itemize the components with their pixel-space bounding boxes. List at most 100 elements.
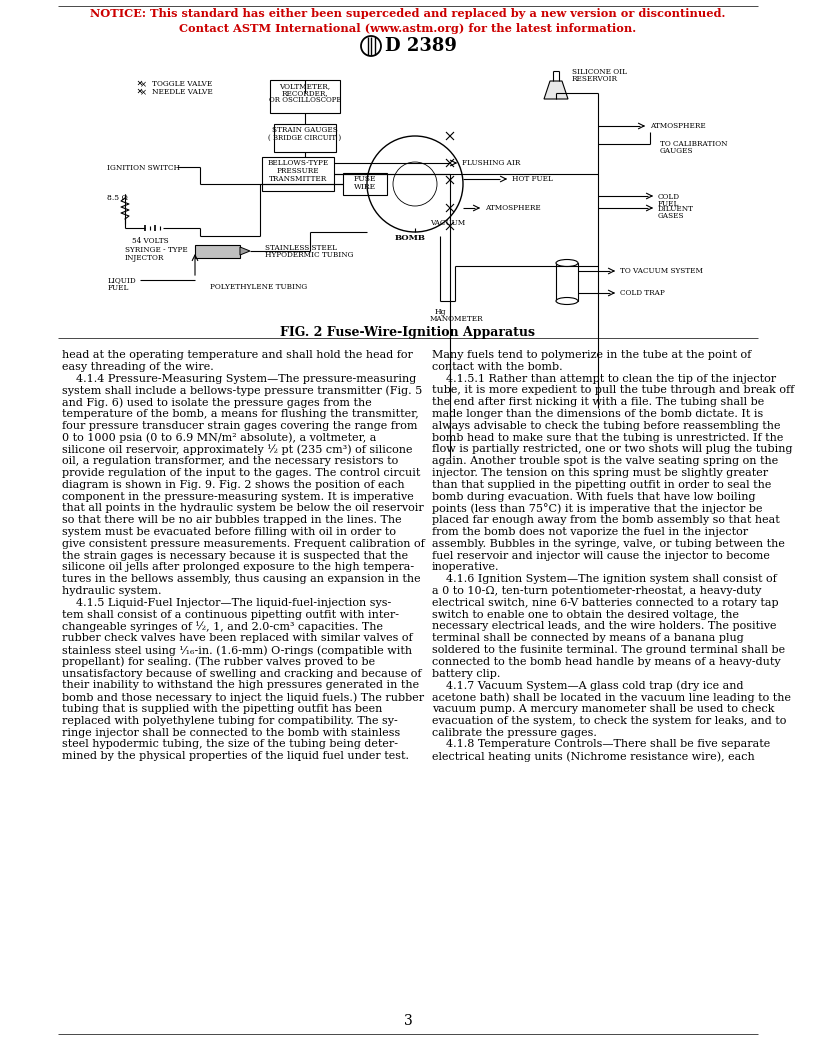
- Text: than that supplied in the pipetting outfit in order to seal the: than that supplied in the pipetting outf…: [432, 479, 771, 490]
- Text: steel hypodermic tubing, the size of the tubing being deter-: steel hypodermic tubing, the size of the…: [62, 739, 398, 750]
- Ellipse shape: [556, 298, 578, 304]
- Text: soldered to the fusinite terminal. The ground terminal shall be: soldered to the fusinite terminal. The g…: [432, 645, 785, 655]
- Text: INJECTOR: INJECTOR: [125, 254, 164, 262]
- Text: acetone bath) shall be located in the vacuum line leading to the: acetone bath) shall be located in the va…: [432, 692, 791, 702]
- Text: connected to the bomb head handle by means of a heavy-duty: connected to the bomb head handle by mea…: [432, 657, 781, 666]
- Text: 54 VOLTS: 54 VOLTS: [131, 237, 168, 245]
- Text: inoperative.: inoperative.: [432, 563, 499, 572]
- Text: OR OSCILLOSCOPE: OR OSCILLOSCOPE: [268, 96, 341, 103]
- Text: FUEL: FUEL: [108, 284, 130, 293]
- Text: 4.1.8 Temperature Controls—There shall be five separate: 4.1.8 Temperature Controls—There shall b…: [432, 739, 770, 750]
- Text: ×: ×: [140, 80, 147, 89]
- Text: DILUENT: DILUENT: [658, 205, 694, 213]
- Text: mined by the physical properties of the liquid fuel under test.: mined by the physical properties of the …: [62, 751, 409, 761]
- Bar: [556, 263, 578, 301]
- Text: PRESSURE: PRESSURE: [277, 167, 319, 175]
- Text: FLUSHING AIR: FLUSHING AIR: [462, 159, 521, 167]
- Text: rubber check valves have been replaced with similar valves of: rubber check valves have been replaced w…: [62, 634, 413, 643]
- Text: terminal shall be connected by means of a banana plug: terminal shall be connected by means of …: [432, 634, 743, 643]
- Text: NEEDLE VALVE: NEEDLE VALVE: [152, 88, 213, 96]
- Text: evacuation of the system, to check the system for leaks, and to: evacuation of the system, to check the s…: [432, 716, 787, 725]
- Text: propellant) for sealing. (The rubber valves proved to be: propellant) for sealing. (The rubber val…: [62, 657, 375, 667]
- Text: HYPODERMIC TUBING: HYPODERMIC TUBING: [265, 251, 353, 259]
- Text: ( BRIDGE CIRCUIT ): ( BRIDGE CIRCUIT ): [268, 134, 342, 142]
- Text: tem shall consist of a continuous pipetting outfit with inter-: tem shall consist of a continuous pipett…: [62, 609, 399, 620]
- Text: their inability to withstand the high pressures generated in the: their inability to withstand the high pr…: [62, 680, 419, 691]
- Text: TRANSMITTER: TRANSMITTER: [269, 175, 327, 183]
- Text: tubing that is supplied with the pipetting outfit has been: tubing that is supplied with the pipetti…: [62, 704, 383, 714]
- Text: STRAIN GAUGES: STRAIN GAUGES: [272, 126, 338, 134]
- Ellipse shape: [556, 260, 578, 266]
- Text: Contact ASTM International (www.astm.org) for the latest information.: Contact ASTM International (www.astm.org…: [180, 23, 636, 34]
- Text: POLYETHYLENE TUBING: POLYETHYLENE TUBING: [210, 283, 308, 291]
- Text: give consistent pressure measurements. Frequent calibration of: give consistent pressure measurements. F…: [62, 539, 425, 549]
- Text: Many fuels tend to polymerize in the tube at the point of: Many fuels tend to polymerize in the tub…: [432, 350, 752, 360]
- Text: VOLTMETER,: VOLTMETER,: [280, 82, 330, 90]
- Text: bomb head to make sure that the tubing is unrestricted. If the: bomb head to make sure that the tubing i…: [432, 433, 783, 442]
- Text: contact with the bomb.: contact with the bomb.: [432, 362, 562, 372]
- Text: made longer than the dimensions of the bomb dictate. It is: made longer than the dimensions of the b…: [432, 409, 763, 419]
- Text: always advisable to check the tubing before reassembling the: always advisable to check the tubing bef…: [432, 420, 780, 431]
- Text: D 2389: D 2389: [385, 37, 457, 55]
- Text: unsatisfactory because of swelling and cracking and because of: unsatisfactory because of swelling and c…: [62, 668, 422, 679]
- Text: STAINLESS STEEL: STAINLESS STEEL: [265, 244, 337, 252]
- Text: 4.1.7 Vacuum System—A glass cold trap (dry ice and: 4.1.7 Vacuum System—A glass cold trap (d…: [432, 680, 743, 691]
- Text: silicone oil reservoir, approximately ½ pt (235 cm³) of silicone: silicone oil reservoir, approximately ½ …: [62, 445, 413, 455]
- Text: provide regulation of the input to the gages. The control circuit: provide regulation of the input to the g…: [62, 468, 420, 478]
- Text: diagram is shown in Fig. 9. Fig. 2 shows the position of each: diagram is shown in Fig. 9. Fig. 2 shows…: [62, 479, 405, 490]
- Text: Hg: Hg: [435, 308, 446, 316]
- Text: 4.1.6 Ignition System—The ignition system shall consist of: 4.1.6 Ignition System—The ignition syste…: [432, 574, 777, 584]
- Text: and Fig. 6) used to isolate the pressure gages from the: and Fig. 6) used to isolate the pressure…: [62, 397, 372, 408]
- Text: electrical switch, nine 6-V batteries connected to a rotary tap: electrical switch, nine 6-V batteries co…: [432, 598, 778, 608]
- Text: bomb and those necessary to inject the liquid fuels.) The rubber: bomb and those necessary to inject the l…: [62, 692, 424, 702]
- Bar: [262, 157, 334, 191]
- Text: a 0 to 10-Ω, ten-turn potentiometer-rheostat, a heavy-duty: a 0 to 10-Ω, ten-turn potentiometer-rheo…: [432, 586, 761, 596]
- Text: ×: ×: [140, 88, 147, 97]
- Text: flow is partially restricted, one or two shots will plug the tubing: flow is partially restricted, one or two…: [432, 445, 792, 454]
- Text: fuel reservoir and injector will cause the injector to become: fuel reservoir and injector will cause t…: [432, 550, 769, 561]
- Text: battery clip.: battery clip.: [432, 668, 500, 679]
- Text: FIG. 2 Fuse-Wire-Ignition Apparatus: FIG. 2 Fuse-Wire-Ignition Apparatus: [281, 326, 535, 339]
- Text: RESERVOIR: RESERVOIR: [572, 75, 618, 83]
- Text: calibrate the pressure gages.: calibrate the pressure gages.: [432, 728, 596, 737]
- Text: MANOMETER: MANOMETER: [430, 315, 484, 323]
- Text: tube, it is more expedient to pull the tube through and break off: tube, it is more expedient to pull the t…: [432, 385, 794, 395]
- Text: system shall include a bellows-type pressure transmitter (Fig. 5: system shall include a bellows-type pres…: [62, 385, 422, 396]
- Text: WIRE: WIRE: [354, 183, 376, 191]
- Text: that all points in the hydraulic system be below the oil reservoir: that all points in the hydraulic system …: [62, 504, 424, 513]
- Text: from the bomb does not vaporize the fuel in the injector: from the bomb does not vaporize the fuel…: [432, 527, 748, 538]
- Text: hydraulic system.: hydraulic system.: [62, 586, 162, 596]
- Text: GAUGES: GAUGES: [660, 147, 694, 155]
- Text: TOGGLE VALVE: TOGGLE VALVE: [152, 80, 212, 88]
- Text: electrical heating units (Nichrome resistance wire), each: electrical heating units (Nichrome resis…: [432, 751, 755, 761]
- Text: the end after first nicking it with a file. The tubing shall be: the end after first nicking it with a fi…: [432, 397, 765, 408]
- Text: head at the operating temperature and shall hold the head for: head at the operating temperature and sh…: [62, 350, 413, 360]
- Text: LIQUID: LIQUID: [108, 276, 136, 284]
- Text: so that there will be no air bubbles trapped in the lines. The: so that there will be no air bubbles tra…: [62, 515, 401, 525]
- Text: system must be evacuated before filling with oil in order to: system must be evacuated before filling …: [62, 527, 396, 538]
- Text: 3: 3: [404, 1014, 412, 1027]
- Text: ATMOSPHERE: ATMOSPHERE: [650, 122, 706, 130]
- Text: vacuum pump. A mercury manometer shall be used to check: vacuum pump. A mercury manometer shall b…: [432, 704, 774, 714]
- Text: FUSE: FUSE: [354, 175, 376, 183]
- Text: ringe injector shall be connected to the bomb with stainless: ringe injector shall be connected to the…: [62, 728, 401, 737]
- Text: IGNITION SWITCH: IGNITION SWITCH: [107, 164, 180, 172]
- Text: temperature of the bomb, a means for flushing the transmitter,: temperature of the bomb, a means for flu…: [62, 409, 419, 419]
- Text: injector. The tension on this spring must be slightly greater: injector. The tension on this spring mus…: [432, 468, 768, 478]
- Text: placed far enough away from the bomb assembly so that heat: placed far enough away from the bomb ass…: [432, 515, 780, 525]
- Text: component in the pressure-measuring system. It is imperative: component in the pressure-measuring syst…: [62, 492, 414, 502]
- Text: ATMOSPHERE: ATMOSPHERE: [485, 204, 541, 212]
- Text: FUEL: FUEL: [658, 200, 680, 208]
- Bar: [274, 124, 336, 152]
- Text: tures in the bellows assembly, thus causing an expansion in the: tures in the bellows assembly, thus caus…: [62, 574, 420, 584]
- Text: bomb during evacuation. With fuels that have low boiling: bomb during evacuation. With fuels that …: [432, 492, 756, 502]
- Text: the strain gages is necessary because it is suspected that the: the strain gages is necessary because it…: [62, 550, 408, 561]
- Bar: [270, 79, 340, 113]
- Text: easy threading of the wire.: easy threading of the wire.: [62, 362, 214, 372]
- Text: TO VACUUM SYSTEM: TO VACUUM SYSTEM: [620, 267, 703, 275]
- Text: 8.5 Ω: 8.5 Ω: [107, 194, 128, 202]
- Text: stainless steel using ¹⁄₁₆-in. (1.6-mm) O-rings (compatible with: stainless steel using ¹⁄₁₆-in. (1.6-mm) …: [62, 645, 412, 656]
- Text: 4.1.5 Liquid-Fuel Injector—The liquid-fuel-injection sys-: 4.1.5 Liquid-Fuel Injector—The liquid-fu…: [62, 598, 391, 608]
- Text: changeable syringes of ½, 1, and 2.0-cm³ capacities. The: changeable syringes of ½, 1, and 2.0-cm³…: [62, 621, 383, 633]
- Text: RECORDER,: RECORDER,: [282, 89, 328, 97]
